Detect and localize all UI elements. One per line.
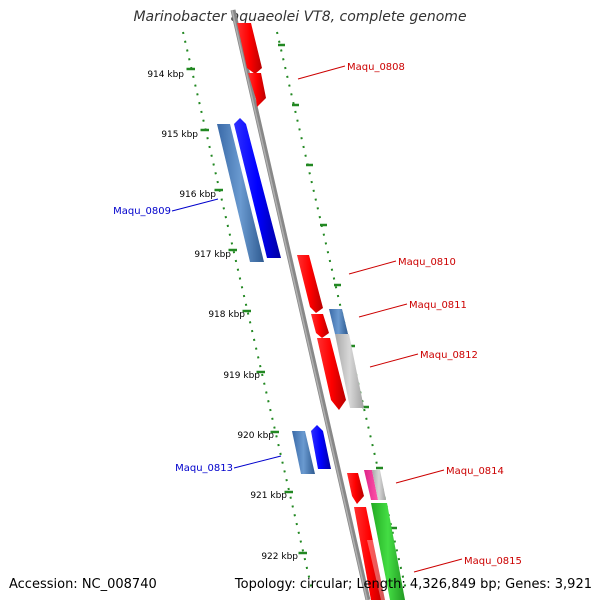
kbp-label: 918 kbp	[208, 310, 245, 320]
genome-backbone-highlight	[231, 9, 368, 600]
genome-summary-text: Topology: circular; Length: 4,326,849 bp…	[234, 577, 592, 592]
gene-maqu-0809[interactable]	[217, 118, 281, 262]
gene-label[interactable]: Maqu_0815	[464, 556, 522, 567]
gene-label[interactable]: Maqu_0811	[409, 300, 467, 311]
kbp-label: 914 kbp	[147, 70, 184, 80]
left-major-ticks	[186, 67, 307, 555]
gene-label[interactable]: Maqu_0809	[113, 206, 171, 217]
gene-maqu-0814[interactable]	[347, 470, 386, 504]
gene-label[interactable]: Maqu_0810	[398, 257, 456, 268]
gene-label[interactable]: Maqu_0813	[175, 463, 233, 474]
gene-maqu-0808[interactable]	[237, 23, 266, 107]
gene-maqu-0811[interactable]	[311, 309, 348, 338]
accession-text: Accession: NC_008740	[9, 577, 157, 592]
forward-leader-lines	[297, 65, 463, 573]
kbp-label: 919 kbp	[223, 371, 260, 381]
gene-label[interactable]: Maqu_0808	[347, 62, 405, 73]
gene-maqu-0815[interactable]	[354, 503, 405, 600]
kbp-label: 922 kbp	[261, 552, 298, 562]
kbp-label: 921 kbp	[250, 491, 287, 501]
map-title: Marinobacter aquaeolei VT8, complete gen…	[133, 9, 467, 25]
gene-maqu-0812[interactable]	[317, 334, 364, 410]
kbp-label: 917 kbp	[194, 250, 231, 260]
genome-backbone	[230, 9, 371, 600]
kbp-label: 920 kbp	[237, 431, 274, 441]
left-tick-track	[182, 31, 313, 591]
kbp-label: 916 kbp	[179, 190, 216, 200]
gene-maqu-0810[interactable]	[297, 255, 323, 313]
gene-maqu-0813[interactable]	[292, 425, 331, 474]
reverse-leader-lines	[171, 198, 282, 469]
kbp-label: 915 kbp	[161, 130, 198, 140]
gene-label[interactable]: Maqu_0814	[446, 466, 504, 477]
gene-labels: Maqu_0808 Maqu_0809 Maqu_0810 Maqu_0811 …	[113, 62, 522, 567]
gene-label[interactable]: Maqu_0812	[420, 350, 478, 361]
kbp-labels: 914 kbp 915 kbp 916 kbp 917 kbp 918 kbp …	[147, 70, 298, 562]
